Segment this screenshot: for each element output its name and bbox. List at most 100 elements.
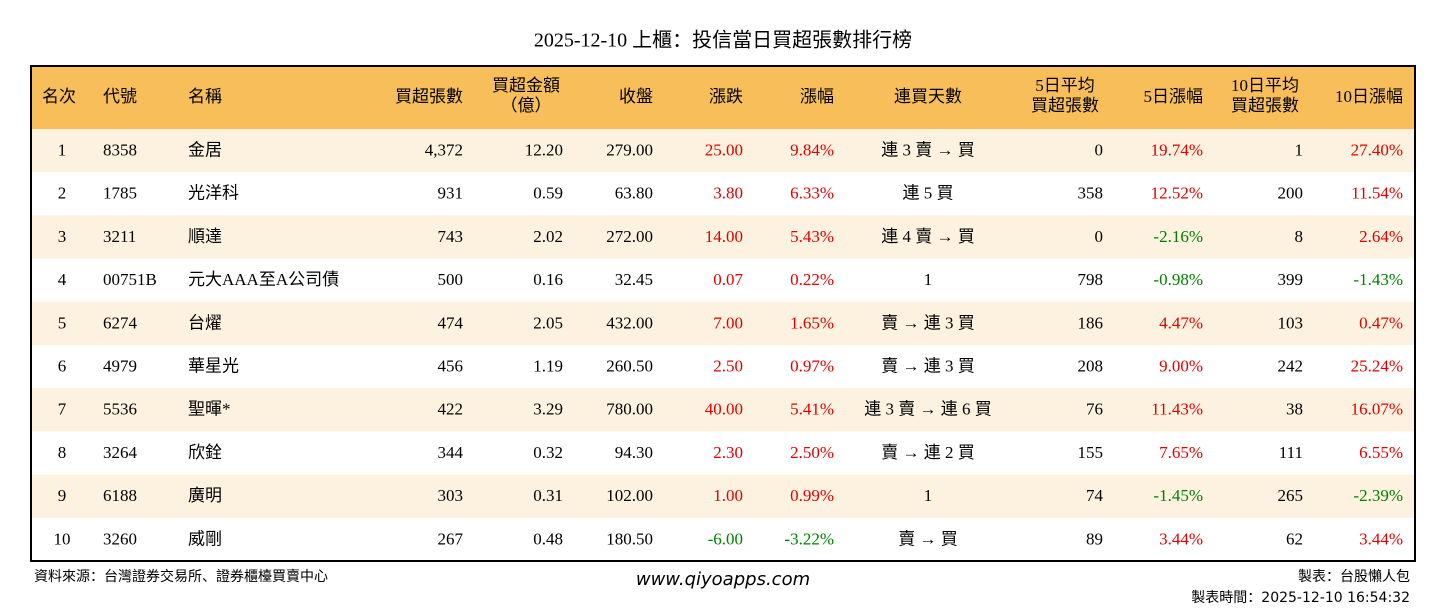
cell: 25.00 — [705, 141, 743, 160]
cell: 3260 — [103, 529, 137, 548]
column-header: 買超張數 — [1031, 96, 1099, 115]
cell: 7 — [58, 400, 67, 419]
cell: 1.00 — [713, 486, 743, 505]
cell: 2.50% — [790, 443, 834, 462]
cell: -2.16% — [1153, 227, 1203, 246]
cell: 0.99% — [790, 486, 834, 505]
cell: 00751B — [103, 270, 157, 289]
cell: 931 — [438, 184, 464, 203]
cell: 5.41% — [790, 400, 834, 419]
cell: 422 — [438, 400, 464, 419]
cell: 500 — [438, 270, 464, 289]
cell: 267 — [438, 529, 464, 548]
cell: 186 — [1078, 313, 1104, 332]
header-row — [31, 66, 1415, 129]
cell: 6.33% — [790, 184, 834, 203]
cell: 威剛 — [188, 529, 222, 548]
website: www.qiyoapps.com — [636, 569, 810, 590]
cell: 63.80 — [615, 184, 653, 203]
cell: 賣 → 連 3 買 — [881, 357, 975, 376]
cell: 1.19 — [533, 357, 563, 376]
cell: 賣 → 連 3 買 — [881, 313, 975, 332]
cell: 7.00 — [713, 313, 743, 332]
cell: 19.74% — [1151, 141, 1203, 160]
cell: 6188 — [103, 486, 137, 505]
cell: 12.20 — [525, 141, 563, 160]
cell: 0.32 — [533, 443, 563, 462]
cell: 0.59 — [533, 184, 563, 203]
cell: 賣 → 買 — [898, 529, 958, 548]
cell: 4.47% — [1159, 313, 1203, 332]
cell: 1 — [1295, 141, 1304, 160]
cell: 0.22% — [790, 270, 834, 289]
cell: 432.00 — [606, 313, 653, 332]
cell: 4 — [58, 270, 67, 289]
cell: -0.98% — [1153, 270, 1203, 289]
cell: 4979 — [103, 357, 137, 376]
column-header: 10日平均 — [1231, 76, 1299, 95]
cell: 6.55% — [1359, 443, 1403, 462]
cell: 3.29 — [533, 400, 563, 419]
column-header: 5日漲幅 — [1144, 87, 1204, 106]
cell: 連 3 賣 → 連 6 買 — [864, 400, 992, 419]
cell: 5.43% — [790, 227, 834, 246]
cell: 303 — [438, 486, 464, 505]
cell: 102.00 — [606, 486, 653, 505]
cell: 1.65% — [790, 313, 834, 332]
cell: 111 — [1279, 443, 1303, 462]
time: 製表時間：2025-12-10 16:54:32 — [1191, 590, 1410, 606]
cell: 279.00 — [606, 141, 653, 160]
cell: 474 — [438, 313, 464, 332]
cell: 2 — [58, 184, 67, 203]
cell: 40.00 — [705, 400, 743, 419]
cell: 台燿 — [188, 313, 222, 332]
cell: 1 — [924, 486, 933, 505]
cell: 6 — [58, 357, 67, 376]
maker: 製表：台股懶人包 — [1298, 569, 1410, 585]
column-header: （億） — [501, 96, 552, 115]
cell: -3.22% — [784, 529, 834, 548]
cell: 16.07% — [1351, 400, 1403, 419]
cell: 順達 — [188, 227, 222, 246]
cell: 3.44% — [1359, 529, 1403, 548]
column-header: 買超金額 — [492, 76, 560, 95]
cell: 8358 — [103, 141, 137, 160]
cell: 10 — [54, 529, 71, 548]
cell: 74 — [1086, 486, 1104, 505]
row-band — [31, 301, 1415, 345]
column-header: 5日平均 — [1035, 76, 1095, 95]
cell: 358 — [1078, 184, 1104, 203]
cell: 廣明 — [188, 486, 222, 505]
row-band — [31, 474, 1415, 518]
cell: 4,372 — [425, 141, 463, 160]
cell: 11.54% — [1351, 184, 1403, 203]
column-header: 代號 — [103, 87, 137, 106]
column-header: 收盤 — [619, 87, 653, 106]
cell: 155 — [1078, 443, 1104, 462]
row-band — [31, 215, 1415, 259]
cell: 3211 — [103, 227, 136, 246]
cell: -2.39% — [1353, 486, 1403, 505]
cell: 743 — [438, 227, 464, 246]
cell: 0 — [1095, 227, 1104, 246]
cell: -6.00 — [708, 529, 743, 548]
column-header: 漲幅 — [800, 87, 834, 106]
cell: 8 — [58, 443, 67, 462]
cell: 0.07 — [713, 270, 743, 289]
cell: 2.30 — [713, 443, 743, 462]
cell: 89 — [1086, 529, 1103, 548]
cell: 344 — [438, 443, 464, 462]
cell: 62 — [1286, 529, 1303, 548]
cell: 272.00 — [606, 227, 653, 246]
cell: 27.40% — [1351, 141, 1403, 160]
cell: 元大AAA至A公司債 — [188, 270, 339, 289]
cell: 2.02 — [533, 227, 563, 246]
column-header: 10日漲幅 — [1335, 87, 1403, 106]
cell: 9 — [58, 486, 67, 505]
cell: 0 — [1095, 141, 1104, 160]
column-header: 買超張數 — [1231, 96, 1299, 115]
cell: 103 — [1278, 313, 1304, 332]
row-band — [31, 129, 1415, 173]
column-header: 漲跌 — [709, 87, 743, 106]
